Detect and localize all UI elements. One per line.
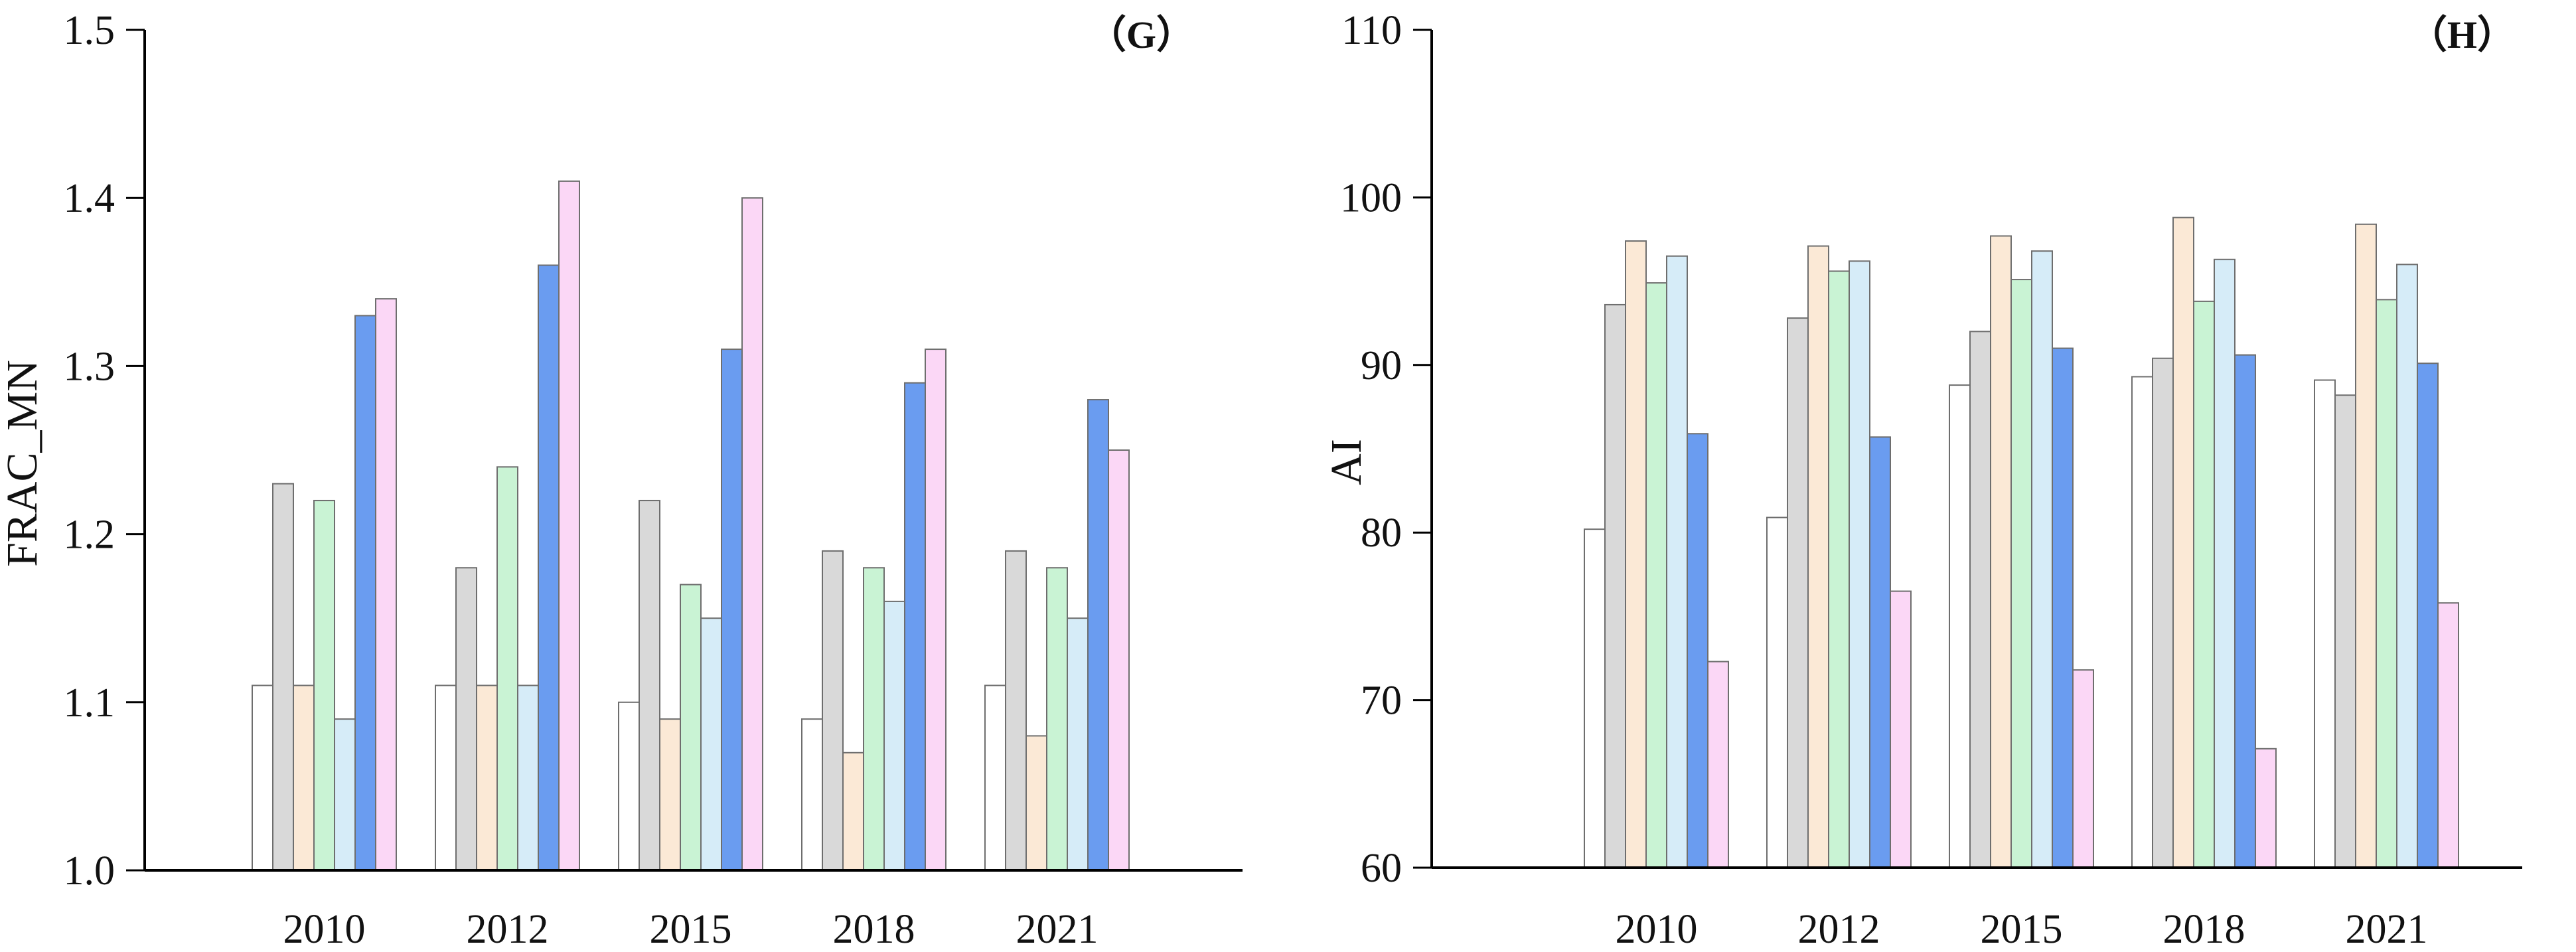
bar-2021-class-6: class-6 2021: 90.1 [2417,362,2439,868]
x-tick-label-2021: 2021 [1016,907,1099,952]
bar-2010-class-5: class-5 2010: 1.09 [334,718,356,871]
y-tick-label-110: 110 [1341,8,1402,53]
bar-2010-class-3: class-3 2010: 1.11 [293,684,315,871]
bar-2018-class-5: class-5 2018: 1.16 [883,600,905,871]
bar-2012-class-2: class-2 2012: 92.8 [1787,317,1809,868]
x-tick-label-2015: 2015 [1981,907,2063,952]
bar-2012-class-3: class-3 2012: 97.1 [1807,245,1829,868]
bar-2012-class-6: class-6 2012: 85.7 [1869,436,1891,868]
bar-2015-class-7: class-7 2015: 71.8 [2072,669,2094,869]
bar-2015-class-6: class-6 2015: 91 [2052,347,2074,868]
bar-2012-class-5: class-5 2012: 96.2 [1849,260,1870,868]
bar-2021-class-1: class-1 2021: 89.1 [2314,379,2336,868]
bar-2018-class-5: class-5 2018: 96.3 [2214,258,2235,868]
y-tick-label-1.4: 1.4 [64,176,115,221]
bar-2015-class-1: class-1 2015: 88.8 [1949,384,1971,868]
bar-2018-class-3: class-3 2018: 98.8 [2172,216,2194,868]
x-tick-label-2018: 2018 [2163,907,2245,952]
bar-2021-class-3: class-3 2021: 98.4 [2355,223,2377,868]
bar-2015-class-7: class-7 2015: 1.4 [741,197,763,871]
x-tick-label-2015: 2015 [650,907,732,952]
bar-2010-class-2: class-2 2010: 1.23 [272,483,294,871]
bar-2010-class-3: class-3 2010: 97.4 [1625,240,1647,868]
y-tick-label-60: 60 [1361,846,1402,891]
bar-2021-class-6: class-6 2021: 1.28 [1087,399,1109,871]
bar-2018-class-6: class-6 2018: 1.29 [904,382,926,871]
y-tick-label-1.5: 1.5 [64,8,115,53]
x-tick-label-2012: 2012 [1798,907,1880,952]
bar-2018-class-2: class-2 2018: 90.4 [2152,357,2174,868]
bar-2015-class-2: class-2 2015: 1.22 [639,499,660,871]
bar-2010-class-7: class-7 2010: 1.34 [375,298,397,871]
x-tick-label-2012: 2012 [467,907,549,952]
bar-2015-class-3: class-3 2015: 1.09 [659,718,681,871]
bar-2021-class-7: class-7 2021: 1.25 [1108,449,1130,871]
bar-2018-class-4: class-4 2018: 1.18 [863,567,885,871]
bar-2021-class-2: class-2 2021: 88.2 [2334,394,2356,868]
bar-2015-class-5: class-5 2015: 96.8 [2031,250,2053,868]
bar-2018-class-3: class-3 2018: 1.07 [842,752,864,872]
bar-2018-class-2: class-2 2018: 1.19 [822,550,844,871]
bar-2010-class-4: class-4 2010: 94.9 [1645,282,1667,868]
bar-2010-class-7: class-7 2010: 72.3 [1707,661,1729,868]
bar-2015-class-4: class-4 2015: 95.1 [2010,279,2032,868]
chart-panel-g: class-1 2010: 1.11class-2 2010: 1.23clas… [0,8,1243,952]
bar-2010-class-5: class-5 2010: 96.5 [1666,255,1688,868]
bar-2010-class-2: class-2 2010: 93.6 [1604,303,1626,869]
bar-2021-class-7: class-7 2021: 75.8 [2437,602,2459,868]
bar-2018-class-7: class-7 2018: 67.1 [2255,748,2277,869]
bar-2021-class-5: class-5 2021: 1.15 [1067,617,1089,871]
bar-2012-class-4: class-4 2012: 1.24 [496,466,518,871]
bar-2010-class-1: class-1 2010: 80.2 [1584,528,1606,868]
y-tick-label-1.3: 1.3 [64,344,115,389]
bar-2012-class-5: class-5 2012: 1.11 [517,684,539,871]
y-tick-label-1.1: 1.1 [64,680,115,726]
x-tick-label-2018: 2018 [833,907,915,952]
bar-2012-class-4: class-4 2012: 95.6 [1828,270,1850,868]
x-tick-label-2010: 2010 [283,907,366,952]
bar-2018-class-7: class-7 2018: 1.31 [925,349,947,871]
bar-2012-class-1: class-1 2012: 1.11 [435,684,457,871]
bar-2018-class-1: class-1 2018: 1.09 [801,718,823,871]
bar-2021-class-4: class-4 2021: 1.18 [1046,567,1068,871]
bar-2010-class-6: class-6 2010: 1.33 [354,315,376,871]
y-tick-label-90: 90 [1361,343,1402,388]
bar-2018-class-4: class-4 2018: 93.8 [2193,300,2215,868]
bar-2021-class-1: class-1 2021: 1.11 [984,684,1006,871]
y-tick-label-1.2: 1.2 [64,513,115,558]
bar-2010-class-6: class-6 2010: 85.9 [1687,433,1708,868]
y-tick-label-70: 70 [1361,678,1402,724]
x-tick-label-2010: 2010 [1616,907,1698,952]
panel-label: （G） [1088,13,1195,56]
bar-2012-class-6: class-6 2012: 1.36 [538,264,560,872]
bar-2015-class-5: class-5 2015: 1.15 [700,617,722,871]
bar-2018-class-6: class-6 2018: 90.6 [2234,354,2256,868]
chart-panel-h: class-1 2010: 80.2class-2 2010: 93.6clas… [1322,8,2522,952]
y-axis-title: FRAC_MN [0,360,46,567]
bar-2015-class-4: class-4 2015: 1.17 [680,584,702,871]
bar-2010-class-4: class-4 2010: 1.22 [313,499,335,871]
bar-2021-class-4: class-4 2021: 93.9 [2376,299,2397,868]
bar-2018-class-1: class-1 2018: 89.3 [2131,376,2153,868]
bar-2015-class-2: class-2 2015: 92 [1969,331,1991,868]
bar-2021-class-2: class-2 2021: 1.19 [1005,550,1027,871]
bar-2015-class-6: class-6 2015: 1.31 [721,349,743,871]
bar-2021-class-5: class-5 2021: 96 [2396,264,2418,868]
bar-2012-class-7: class-7 2012: 1.41 [558,180,580,871]
bar-2012-class-7: class-7 2012: 76.5 [1890,590,1912,868]
bar-2012-class-3: class-3 2012: 1.11 [476,684,498,871]
bar-2010-class-1: class-1 2010: 1.11 [252,684,273,871]
bar-2015-class-1: class-1 2015: 1.1 [618,701,640,872]
bar-2012-class-1: class-1 2012: 80.9 [1766,516,1788,868]
bar-2015-class-3: class-3 2015: 97.7 [1990,235,2012,868]
y-tick-label-80: 80 [1361,511,1402,556]
bar-2012-class-2: class-2 2012: 1.18 [455,567,477,871]
bar-2021-class-3: class-3 2021: 1.08 [1025,735,1047,871]
y-axis-title: AI [1322,439,1371,485]
y-tick-label-100: 100 [1340,175,1402,220]
y-tick-label-1.0: 1.0 [64,848,115,894]
x-tick-label-2021: 2021 [2346,907,2428,952]
panel-label: （H） [2409,13,2516,56]
